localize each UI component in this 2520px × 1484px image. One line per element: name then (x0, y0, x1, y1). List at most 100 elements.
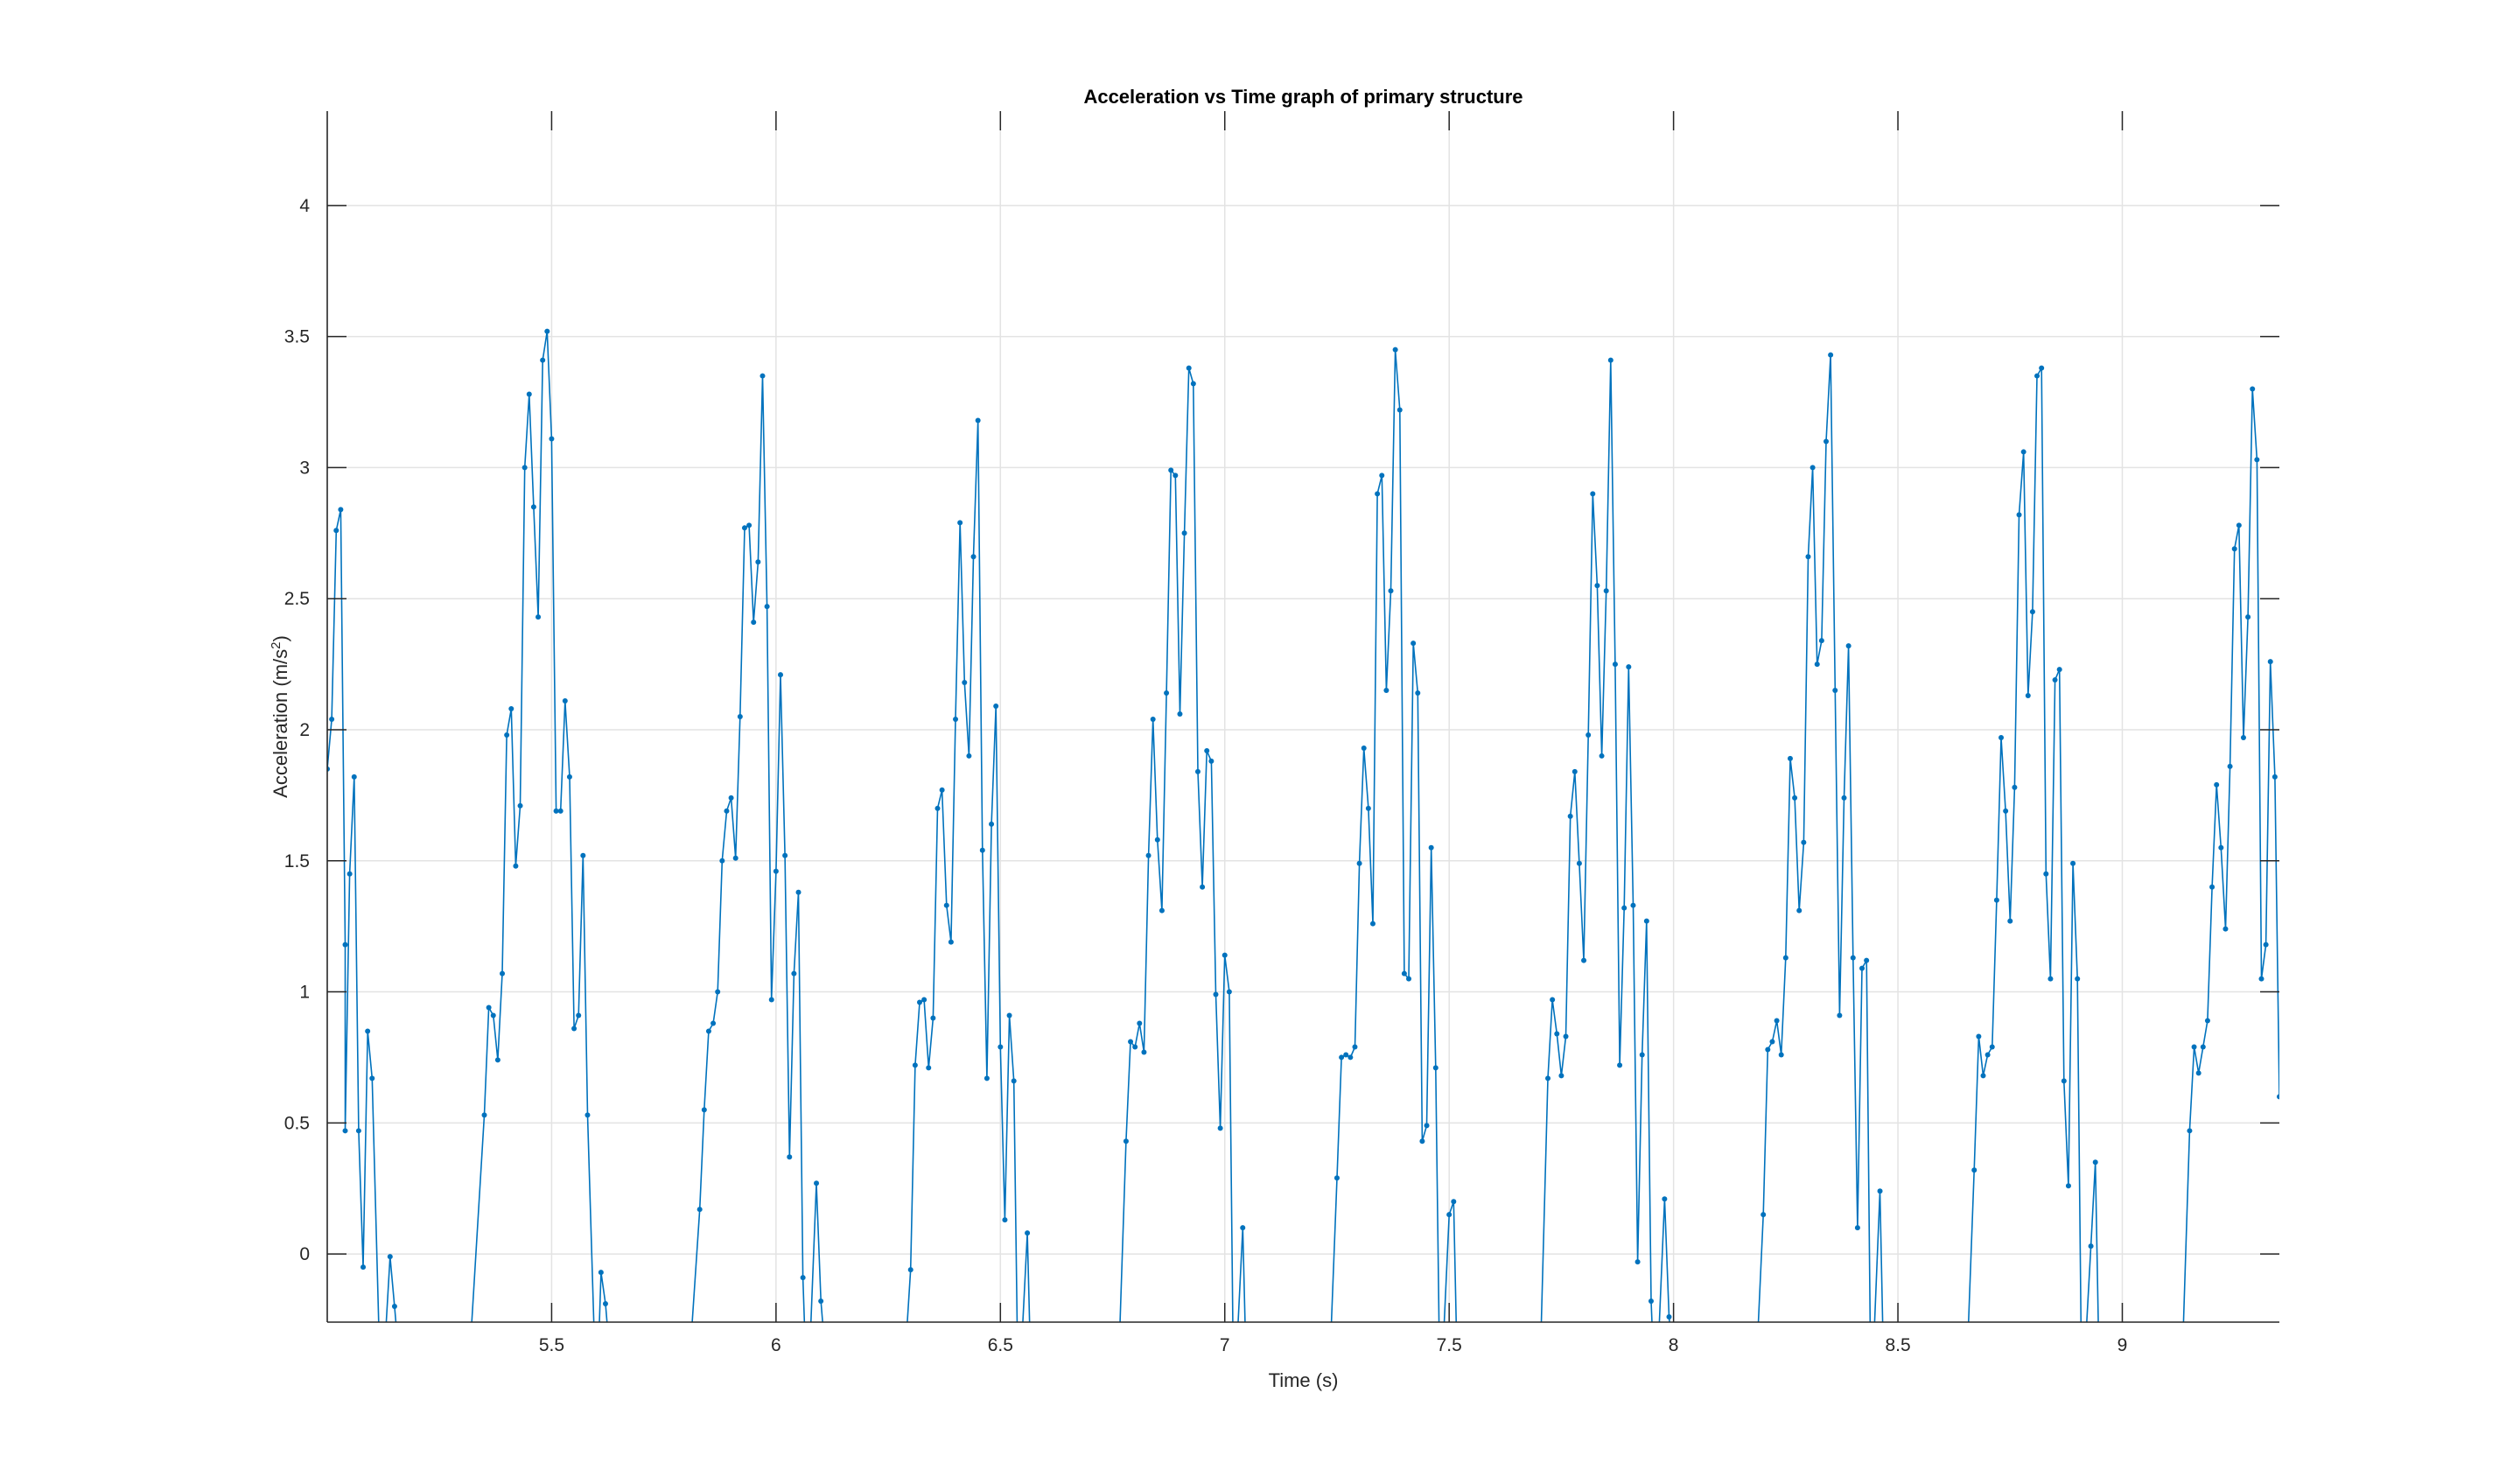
data-point (984, 1075, 990, 1082)
data-point (2039, 365, 2045, 371)
data-point (2236, 522, 2242, 528)
y-axis-label-end: ) (270, 635, 291, 641)
data-point (1132, 1044, 1138, 1050)
data-point (970, 554, 976, 560)
data-point (1594, 583, 1600, 589)
x-axis-label: Time (s) (1269, 1369, 1339, 1391)
data-point (2065, 1183, 2071, 1189)
data-point (1361, 745, 1367, 751)
data-point (1343, 1052, 1349, 1058)
data-point (1383, 688, 1390, 694)
data-point (1572, 768, 1578, 774)
data-point (1222, 952, 1228, 958)
data-point (1662, 1196, 1668, 1202)
data-point (1971, 1167, 1978, 1173)
data-point (724, 808, 730, 814)
y-tick-label: 3 (299, 458, 310, 478)
data-point (1410, 640, 1417, 647)
data-point (2043, 871, 2049, 877)
data-point (1837, 1012, 1843, 1018)
data-point (930, 1015, 936, 1021)
data-point (540, 357, 546, 363)
data-point (1810, 465, 1816, 471)
x-tick-label: 7.5 (1437, 1335, 1462, 1355)
data-point (1554, 1031, 1560, 1037)
data-point (1172, 472, 1179, 479)
data-point (1181, 530, 1187, 536)
data-point (814, 1180, 820, 1186)
data-point (2227, 763, 2233, 769)
data-point (1369, 920, 1376, 927)
data-point (1774, 1018, 1780, 1024)
y-tick-label: 3.5 (284, 327, 310, 347)
data-point (1765, 1046, 1771, 1053)
data-point (934, 805, 941, 811)
data-point (795, 889, 802, 895)
data-point (2231, 546, 2237, 552)
data-point (800, 1275, 806, 1281)
data-point (562, 698, 568, 704)
data-point (333, 528, 340, 534)
data-point (1993, 897, 1999, 903)
data-point (715, 989, 721, 995)
data-point (500, 970, 506, 976)
data-point (1998, 734, 2005, 740)
data-point (2003, 808, 2009, 814)
data-point (1630, 902, 1636, 908)
data-point (953, 716, 959, 722)
data-point (549, 436, 555, 442)
data-point (1356, 860, 1362, 866)
data-point (1186, 365, 1192, 371)
data-point (1558, 1073, 1564, 1079)
data-point (773, 868, 779, 874)
data-point (369, 1075, 375, 1082)
data-point (1778, 1052, 1784, 1058)
data-point (728, 794, 734, 801)
data-point (1818, 638, 1824, 644)
data-point (1643, 918, 1649, 924)
data-point (508, 706, 514, 712)
data-point (1401, 970, 1407, 976)
data-point (1854, 1225, 1860, 1231)
data-point (696, 1207, 703, 1213)
data-point (2258, 976, 2264, 982)
data-point (1025, 1230, 1031, 1236)
data-point (1828, 352, 1834, 358)
data-point (2034, 373, 2040, 379)
data-point (530, 504, 536, 510)
chart-title: Acceleration vs Time graph of primary st… (1083, 86, 1522, 108)
data-point (998, 1044, 1004, 1050)
data-point (2277, 1094, 2279, 1100)
data-point (571, 1026, 578, 1032)
data-point (791, 970, 797, 976)
y-tick-label: 1.5 (284, 851, 310, 872)
data-point (1158, 907, 1165, 914)
x-tick-label: 5.5 (539, 1335, 564, 1355)
data-point (1545, 1075, 1551, 1082)
data-point (943, 902, 949, 908)
y-tick-label: 1 (299, 983, 310, 1003)
data-point (1626, 664, 1632, 670)
data-point (1563, 1033, 1569, 1040)
data-point (741, 525, 747, 531)
data-point (751, 620, 757, 626)
data-point (907, 1267, 914, 1273)
data-point (966, 752, 972, 759)
data-point (2088, 1243, 2094, 1250)
data-point (553, 808, 559, 814)
data-point (1567, 813, 1573, 819)
data-point (1769, 1039, 1775, 1045)
data-point (602, 1301, 608, 1307)
data-point (1550, 997, 1556, 1003)
data-point (2245, 614, 2251, 620)
data-point (957, 520, 963, 526)
data-point (1240, 1225, 1246, 1231)
data-point (1581, 957, 1587, 963)
data-point (1011, 1078, 1017, 1084)
data-point (2056, 667, 2062, 673)
data-point (912, 1062, 918, 1068)
data-point (1137, 1020, 1143, 1026)
plot-area (327, 111, 2279, 1322)
data-point (1432, 1065, 1438, 1071)
data-point (746, 522, 752, 528)
